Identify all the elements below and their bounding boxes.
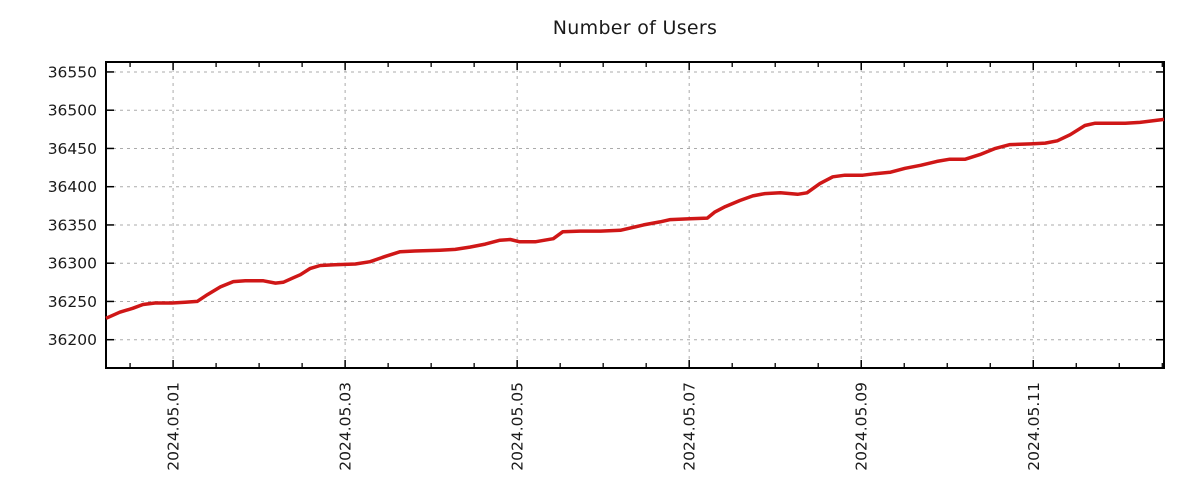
y-tick-label: 36200	[48, 331, 97, 349]
x-tick-label: 2024.05.05	[509, 382, 527, 471]
y-tick-label: 36450	[48, 140, 97, 158]
x-tick-label: 2024.05.01	[165, 382, 183, 471]
x-tick-label: 2024.05.09	[853, 382, 871, 471]
plot-border	[105, 61, 1165, 369]
chart-title: Number of Users	[552, 17, 718, 39]
x-tick-label: 2024.05.07	[681, 382, 699, 471]
series-line-users	[105, 117, 1165, 320]
y-tick-label: 36250	[48, 293, 97, 311]
y-tick-label: 36550	[48, 63, 97, 81]
x-tick-label: 2024.05.11	[1025, 382, 1043, 471]
y-tick-label: 36500	[48, 102, 97, 120]
y-tick-label: 36300	[48, 255, 97, 273]
x-tick-label: 2024.05.03	[337, 382, 355, 471]
y-tick-label: 36350	[48, 216, 97, 234]
y-tick-label: 36400	[48, 178, 97, 196]
